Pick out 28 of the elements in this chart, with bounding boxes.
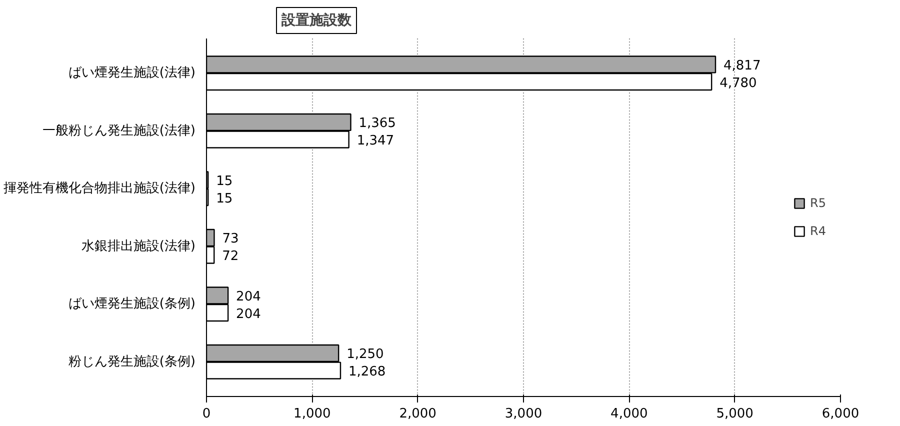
data-label: 1,347 xyxy=(356,134,394,149)
chart-title: 設置施設数 xyxy=(280,12,352,28)
data-label: 204 xyxy=(236,289,261,304)
y-tick-label: 一般粉じん発生施設(法律) xyxy=(42,123,196,138)
data-label: 1,250 xyxy=(346,347,384,362)
data-label: 1,365 xyxy=(358,116,396,132)
data-label: 73 xyxy=(222,232,239,247)
y-tick-label: 粉じん発生施設(条例) xyxy=(68,354,196,370)
data-label: 4,817 xyxy=(723,58,761,74)
data-label: 4,780 xyxy=(720,76,757,91)
x-tick-label: 6,000 xyxy=(822,406,860,422)
data-label: 1,268 xyxy=(348,364,386,380)
x-tick-label: 5,000 xyxy=(716,406,754,422)
data-label: 72 xyxy=(222,249,239,264)
data-label: 15 xyxy=(216,174,233,189)
y-tick-label: ばい煙発生施設(条例) xyxy=(68,296,196,312)
legend-label: R5 xyxy=(810,196,827,210)
y-tick-label: 水銀排出施設(法律) xyxy=(81,238,196,254)
x-tick-label: 3,000 xyxy=(504,406,542,422)
data-label: 204 xyxy=(236,306,261,322)
x-tick-label: 0 xyxy=(202,406,211,422)
data-label: 15 xyxy=(216,191,233,206)
x-tick-label: 2,000 xyxy=(399,406,436,422)
legend-label: R4 xyxy=(810,224,827,238)
x-tick-label: 4,000 xyxy=(610,406,648,422)
y-tick-label: ばい煙発生施設(法律) xyxy=(68,66,196,81)
y-tick-label: 揮発性有機化合物排出施設(法律) xyxy=(3,181,196,196)
x-tick-label: 1,000 xyxy=(294,406,331,422)
